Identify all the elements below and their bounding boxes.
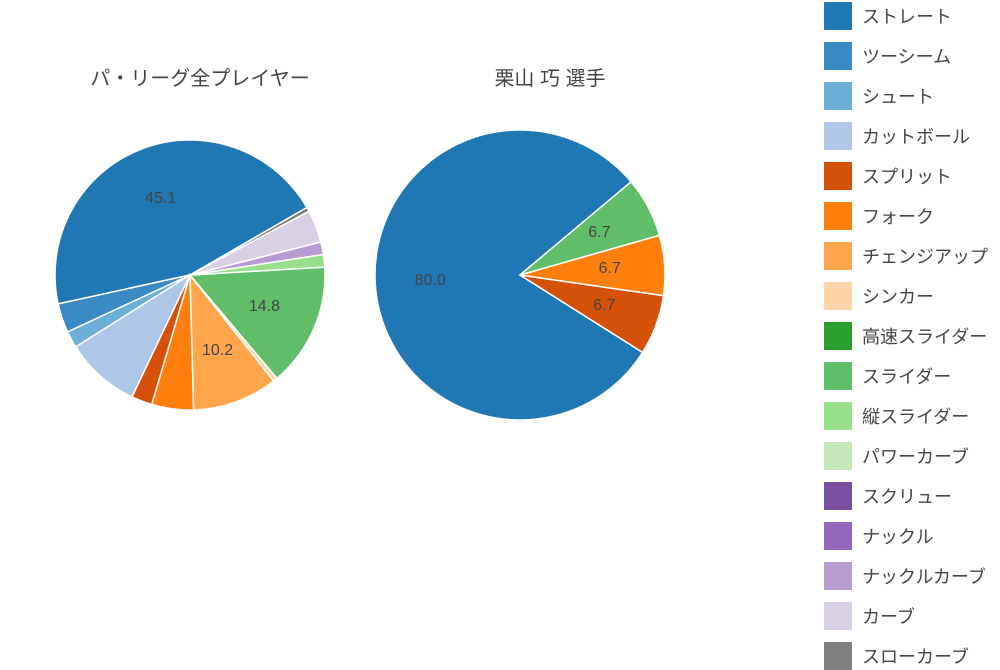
legend-label: スプリット (862, 163, 952, 189)
legend-swatch (824, 122, 852, 150)
pie-league (53, 138, 327, 412)
legend-item-shoot: シュート (824, 82, 988, 110)
legend-swatch (824, 322, 852, 350)
legend-item-split: スプリット (824, 162, 988, 190)
legend-swatch (824, 442, 852, 470)
legend-swatch (824, 82, 852, 110)
legend-item-v_slider: 縦スライダー (824, 402, 988, 430)
legend-item-straight: ストレート (824, 2, 988, 30)
legend-label: ナックル (862, 523, 933, 549)
legend-swatch (824, 2, 852, 30)
legend-label: スクリュー (862, 483, 952, 509)
pie-svg (53, 138, 327, 412)
legend-item-fork: フォーク (824, 202, 988, 230)
pie-label-player-fork: 6.7 (599, 260, 621, 278)
pie-label-league-slider: 14.8 (249, 298, 280, 316)
legend-swatch (824, 202, 852, 230)
legend-item-knuckle: ナックル (824, 522, 988, 550)
legend-item-knuckle_curve: ナックルカーブ (824, 562, 988, 590)
legend-label: カットボール (862, 123, 970, 149)
legend-item-slider: スライダー (824, 362, 988, 390)
legend-label: スローカーブ (862, 643, 969, 669)
legend-label: パワーカーブ (862, 443, 969, 469)
legend-swatch (824, 482, 852, 510)
legend-label: ツーシーム (862, 43, 951, 69)
legend-swatch (824, 522, 852, 550)
legend-label: チェンジアップ (862, 243, 988, 269)
chart-title-player: 栗山 巧 選手 (420, 62, 680, 91)
legend-item-cutball: カットボール (824, 122, 988, 150)
legend-swatch (824, 42, 852, 70)
legend-label: スライダー (862, 363, 951, 389)
legend-swatch (824, 362, 852, 390)
legend-item-two_seam: ツーシーム (824, 42, 988, 70)
pie-label-league-straight: 45.1 (145, 190, 176, 208)
legend-item-power_curve: パワーカーブ (824, 442, 988, 470)
legend-label: 縦スライダー (862, 403, 969, 429)
legend-item-sinker: シンカー (824, 282, 988, 310)
legend-item-curve: カーブ (824, 602, 988, 630)
pie-label-player-slider: 6.7 (588, 224, 610, 242)
legend: ストレートツーシームシュートカットボールスプリットフォークチェンジアップシンカー… (824, 2, 988, 670)
legend-swatch (824, 402, 852, 430)
legend-label: カーブ (862, 603, 915, 629)
legend-label: シンカー (862, 283, 934, 309)
pie-label-league-changeup: 10.2 (202, 342, 233, 360)
legend-swatch (824, 162, 852, 190)
legend-label: 高速スライダー (862, 323, 987, 349)
legend-swatch (824, 282, 852, 310)
legend-label: シュート (862, 83, 934, 109)
pie-label-player-straight: 80.0 (415, 272, 446, 290)
legend-label: ナックルカーブ (862, 563, 986, 589)
legend-swatch (824, 562, 852, 590)
legend-swatch (824, 242, 852, 270)
chart-title-league: パ・リーグ全プレイヤー (70, 62, 330, 91)
legend-swatch (824, 602, 852, 630)
legend-item-hs_slider: 高速スライダー (824, 322, 988, 350)
legend-label: フォーク (862, 203, 934, 229)
legend-item-slow_curve: スローカーブ (824, 642, 988, 670)
pie-label-player-split: 6.7 (593, 297, 615, 315)
figure: パ・リーグ全プレイヤー 栗山 巧 選手 ストレートツーシームシュートカットボールス… (0, 0, 1000, 600)
legend-item-changeup: チェンジアップ (824, 242, 988, 270)
legend-item-screw: スクリュー (824, 482, 988, 510)
legend-swatch (824, 642, 852, 670)
legend-label: ストレート (862, 3, 952, 29)
